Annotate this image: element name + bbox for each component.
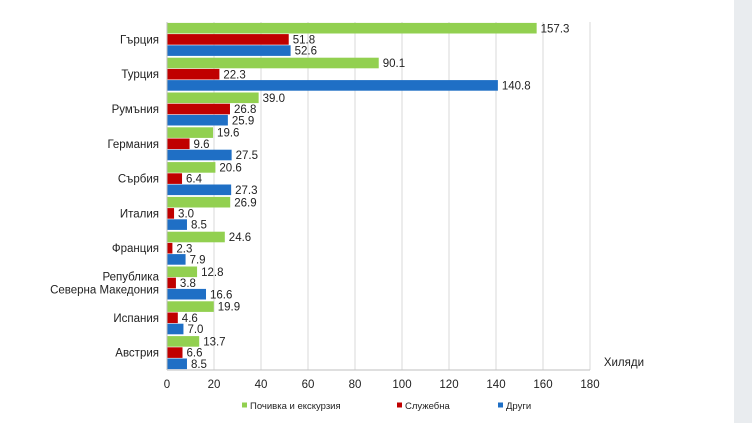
bar (167, 22, 537, 34)
category-label: Северна Македония (50, 285, 159, 297)
bar (167, 92, 259, 104)
unit-label: Хиляди (604, 357, 644, 369)
data-label: 22.3 (223, 69, 245, 81)
bar (167, 173, 183, 184)
bar (167, 34, 289, 45)
bar (167, 288, 207, 300)
data-label: 6.4 (186, 174, 203, 186)
x-tick-label: 60 (302, 379, 315, 391)
data-label: 7.9 (190, 255, 206, 267)
bar (167, 301, 214, 312)
bar (167, 219, 187, 230)
category-label: Сърбия (118, 174, 159, 186)
x-tick-label: 120 (439, 379, 458, 391)
data-label: 3.8 (180, 278, 196, 290)
category-label: Италия (120, 208, 159, 220)
x-tick-label: 80 (349, 379, 362, 391)
bar (167, 184, 232, 196)
data-label: 9.6 (194, 139, 210, 151)
category-label: Гърция (120, 34, 159, 46)
bar (167, 196, 231, 208)
data-label: 4.6 (182, 313, 198, 325)
data-label: 6.6 (187, 348, 203, 360)
category-label: Румъния (112, 104, 159, 116)
bar (167, 254, 186, 265)
bar (167, 231, 225, 243)
data-label: 157.3 (541, 23, 570, 35)
bar (167, 162, 216, 173)
x-tick-label: 100 (392, 379, 411, 391)
legend-label: Други (506, 401, 531, 412)
bar (167, 138, 190, 150)
data-label: 140.8 (502, 81, 531, 93)
bar (167, 80, 498, 91)
legend-swatch (242, 402, 247, 408)
bar (167, 358, 187, 370)
data-label: 8.5 (191, 359, 207, 371)
bar (167, 68, 220, 80)
category-label: Австрия (115, 348, 159, 360)
x-tick-label: 140 (486, 379, 505, 391)
bar (167, 336, 200, 347)
bar (167, 323, 184, 335)
category-label: Турция (121, 69, 159, 81)
x-tick-label: 180 (580, 379, 599, 391)
data-label: 3.0 (178, 209, 194, 221)
data-label: 52.6 (295, 46, 317, 58)
category-label: Испания (113, 313, 159, 325)
bar (167, 312, 178, 324)
bar (167, 242, 173, 254)
data-label: 27.3 (235, 185, 257, 197)
bar (167, 149, 232, 161)
x-tick-label: 160 (533, 379, 552, 391)
bar (167, 45, 291, 56)
data-label: 16.6 (210, 289, 232, 301)
category-label: Франция (112, 243, 159, 255)
bar (167, 347, 183, 358)
bar (167, 127, 214, 138)
data-label: 8.5 (191, 220, 207, 232)
data-label: 20.6 (219, 163, 241, 175)
legend-swatch (498, 402, 503, 408)
data-label: 26.9 (234, 197, 256, 209)
category-label: Германия (107, 139, 159, 151)
category-label: Република (102, 272, 159, 284)
data-label: 90.1 (383, 58, 405, 70)
data-label: 19.6 (217, 128, 239, 140)
x-tick-label: 20 (208, 379, 221, 391)
data-label: 39.0 (263, 93, 285, 105)
x-tick-label: 0 (164, 379, 170, 391)
bar (167, 103, 230, 115)
gridlines (213, 22, 591, 370)
legend-swatch (397, 402, 402, 408)
data-labels: 157.351.852.690.122.3140.839.026.825.919… (176, 23, 569, 371)
data-label: 24.6 (229, 232, 251, 244)
data-label: 25.9 (232, 115, 254, 127)
bar (167, 266, 198, 278)
bar (167, 277, 176, 289)
legend-label: Почивка и екскурзия (250, 401, 341, 412)
legend-label: Служебна (405, 401, 450, 412)
data-label: 27.5 (236, 150, 258, 162)
legend: Почивка и екскурзия Служебна Други (242, 401, 531, 412)
data-label: 51.8 (293, 35, 315, 47)
bars (167, 22, 537, 370)
data-label: 26.8 (234, 104, 256, 116)
right-edge-strip (734, 0, 752, 423)
axes: 0 20 40 60 80 100 120 140 160 180 Гърция Турция Румъ… (50, 22, 644, 391)
data-label: 2.3 (176, 243, 192, 255)
bar (167, 114, 228, 126)
bar (167, 208, 175, 219)
data-label: 7.0 (187, 324, 203, 336)
data-label: 12.8 (201, 267, 223, 279)
data-label: 19.9 (218, 302, 240, 314)
bar (167, 57, 379, 69)
x-tick-label: 40 (255, 379, 268, 391)
data-label: 13.7 (203, 337, 225, 349)
